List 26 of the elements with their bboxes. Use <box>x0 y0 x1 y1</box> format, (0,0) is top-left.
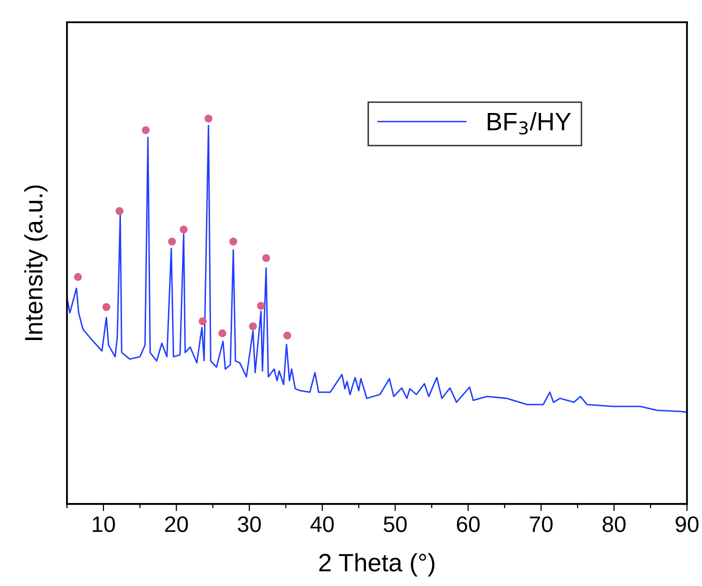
x-tick-label: 90 <box>676 516 698 532</box>
point <box>218 329 226 338</box>
point <box>204 114 212 123</box>
x-tick-label: 10 <box>92 516 115 532</box>
y-axis-title: Intensity (a.u.) <box>24 185 48 340</box>
point <box>262 254 270 262</box>
x-axis-title: 2 Theta (°) <box>319 553 434 576</box>
x-tick-label: 60 <box>456 516 480 532</box>
point <box>74 273 82 281</box>
point <box>249 322 257 330</box>
point <box>168 238 176 246</box>
x-tick-label: 40 <box>310 516 334 532</box>
point <box>198 317 207 326</box>
point <box>102 303 110 311</box>
x-tick-label: 20 <box>165 516 188 532</box>
legend-label: BF$_{3}$/HY <box>488 112 571 135</box>
x-tick-label: 50 <box>384 516 407 532</box>
point <box>229 238 238 246</box>
point <box>116 207 124 216</box>
x-tick-label: 30 <box>238 516 261 532</box>
x-tick-label: 70 <box>530 516 553 532</box>
x-tick-label: 80 <box>602 516 626 532</box>
point <box>180 226 188 234</box>
point <box>257 302 265 310</box>
point <box>142 126 150 134</box>
point <box>283 332 292 340</box>
